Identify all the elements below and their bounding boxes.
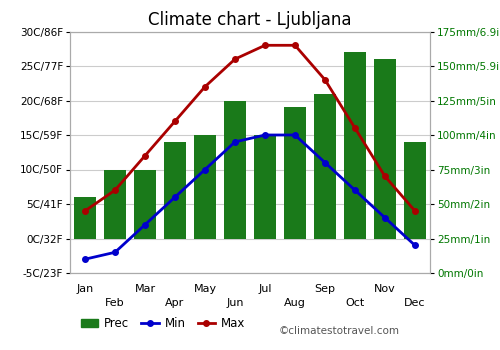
Text: ©climatestotravel.com: ©climatestotravel.com: [279, 326, 400, 336]
Bar: [314, 93, 336, 238]
Text: May: May: [194, 284, 216, 294]
Text: Oct: Oct: [346, 298, 364, 308]
Text: Nov: Nov: [374, 284, 396, 294]
Bar: [74, 197, 96, 238]
Bar: [224, 100, 246, 238]
Legend: Prec, Min, Max: Prec, Min, Max: [76, 312, 250, 335]
Bar: [164, 142, 186, 238]
Text: Sep: Sep: [314, 284, 336, 294]
Bar: [374, 59, 396, 238]
Bar: [254, 135, 276, 238]
Bar: [194, 135, 216, 238]
Bar: [404, 142, 426, 238]
Text: Jun: Jun: [226, 298, 244, 308]
Bar: [104, 169, 126, 238]
Bar: [344, 52, 366, 238]
Bar: [284, 107, 306, 238]
Text: Aug: Aug: [284, 298, 306, 308]
Text: Jan: Jan: [76, 284, 94, 294]
Bar: [134, 169, 156, 238]
Text: Jul: Jul: [258, 284, 272, 294]
Title: Climate chart - Ljubljana: Climate chart - Ljubljana: [148, 10, 352, 29]
Text: Mar: Mar: [134, 284, 156, 294]
Text: Dec: Dec: [404, 298, 426, 308]
Text: Feb: Feb: [105, 298, 125, 308]
Text: Apr: Apr: [166, 298, 184, 308]
